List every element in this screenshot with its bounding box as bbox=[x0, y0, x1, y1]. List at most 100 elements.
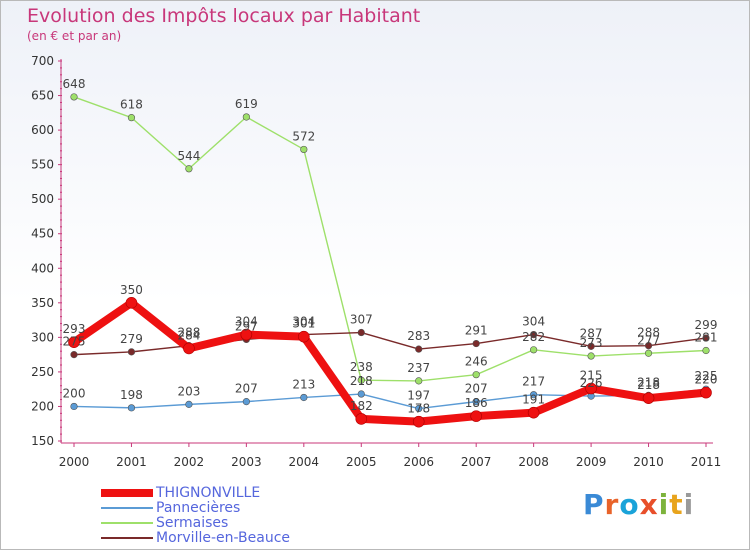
logo-letter: r bbox=[604, 488, 620, 521]
chart-title: Evolution des Impôts locaux par Habitant bbox=[27, 5, 421, 27]
series-sermaises bbox=[70, 93, 710, 385]
data-point bbox=[527, 406, 540, 419]
x-tick-label: 2011 bbox=[691, 455, 722, 469]
data-point bbox=[240, 328, 253, 341]
data-label: 304 bbox=[292, 315, 315, 329]
y-tick-label: 550 bbox=[31, 158, 54, 172]
data-point bbox=[298, 330, 310, 343]
data-label: 291 bbox=[465, 324, 488, 338]
data-point bbox=[415, 377, 423, 385]
data-point bbox=[587, 342, 595, 350]
data-label: 217 bbox=[522, 375, 545, 389]
chart-axes: 150 200 250 300 350 400 450 500 550 600 650 700 2000… bbox=[31, 54, 721, 469]
y-tick-label: 500 bbox=[31, 192, 54, 206]
series-line bbox=[73, 96, 707, 382]
data-label: 619 bbox=[235, 97, 258, 111]
data-label: 218 bbox=[637, 375, 660, 389]
y-tick-label: 450 bbox=[31, 227, 54, 241]
data-label: 246 bbox=[465, 355, 488, 369]
proxiti-logo: Proxiti bbox=[583, 488, 694, 521]
data-point bbox=[587, 352, 595, 360]
legend-label: Morville-en-Beauce bbox=[156, 529, 291, 546]
data-label: 288 bbox=[637, 326, 660, 340]
data-label: 220 bbox=[695, 373, 718, 387]
y-tick-label: 150 bbox=[31, 434, 54, 448]
data-labels-layer: 648 618 544 619 572 238 237 246 282 273 277 281 293 3… bbox=[63, 77, 718, 416]
series-line bbox=[73, 388, 707, 410]
data-label: 197 bbox=[407, 389, 430, 403]
x-tick-label: 2001 bbox=[116, 455, 147, 469]
data-point bbox=[127, 348, 136, 356]
chart-legend: THIGNONVILLE Pannecières Sermaises Morville… bbox=[101, 485, 291, 546]
data-label: 350 bbox=[120, 283, 143, 297]
data-point bbox=[300, 145, 308, 154]
data-label: 307 bbox=[350, 313, 373, 327]
y-tick-label: 600 bbox=[31, 123, 54, 137]
data-point bbox=[357, 390, 365, 398]
data-point bbox=[472, 339, 480, 348]
data-label: 237 bbox=[407, 361, 430, 375]
logo-letter: t bbox=[669, 488, 684, 521]
data-label: 281 bbox=[695, 330, 718, 344]
data-label: 648 bbox=[63, 77, 86, 91]
data-point bbox=[357, 328, 365, 337]
data-label: 282 bbox=[522, 330, 545, 344]
legend-item: Morville-en-Beauce bbox=[101, 529, 291, 546]
data-label: 218 bbox=[350, 374, 373, 388]
y-tick-label: 350 bbox=[31, 296, 54, 310]
y-tick-label: 700 bbox=[31, 54, 54, 68]
data-point bbox=[472, 398, 480, 406]
data-label: 198 bbox=[120, 388, 143, 402]
data-label: 238 bbox=[350, 360, 373, 374]
data-label: 215 bbox=[580, 368, 603, 382]
x-tick-label: 2004 bbox=[289, 455, 320, 469]
logo-letter: P bbox=[583, 488, 605, 521]
logo-letter: i bbox=[683, 488, 695, 521]
data-label: 283 bbox=[407, 329, 430, 343]
legend-swatch bbox=[101, 506, 153, 509]
data-label: 287 bbox=[580, 326, 603, 340]
data-point bbox=[127, 404, 136, 412]
data-label: 293 bbox=[63, 322, 86, 336]
data-point bbox=[68, 336, 80, 349]
x-tick-label: 2000 bbox=[59, 455, 90, 469]
data-label: 226 bbox=[580, 376, 603, 390]
data-point bbox=[530, 331, 538, 339]
series-thignonville bbox=[68, 297, 712, 428]
data-label: 301 bbox=[292, 317, 315, 331]
data-point bbox=[415, 404, 423, 413]
x-tick-label: 2002 bbox=[174, 455, 205, 469]
data-point bbox=[127, 114, 136, 122]
data-label: 218 bbox=[637, 378, 660, 392]
data-point bbox=[470, 410, 482, 422]
data-point bbox=[70, 402, 78, 411]
data-label: 288 bbox=[177, 326, 200, 340]
data-point bbox=[702, 334, 710, 342]
data-label: 186 bbox=[465, 396, 488, 410]
data-label: 191 bbox=[522, 393, 545, 407]
logo-letter: i bbox=[658, 488, 670, 521]
legend-swatch bbox=[101, 536, 153, 539]
x-tick-label: 2010 bbox=[633, 455, 664, 469]
series-line bbox=[73, 331, 707, 356]
y-tick-label: 200 bbox=[31, 399, 54, 413]
data-label: 273 bbox=[580, 336, 603, 350]
data-label: 544 bbox=[177, 149, 200, 163]
y-tick-label: 650 bbox=[31, 89, 54, 103]
y-tick-label: 250 bbox=[31, 365, 54, 379]
data-label: 178 bbox=[407, 402, 430, 416]
legend-item: THIGNONVILLE bbox=[101, 485, 290, 501]
data-point bbox=[415, 345, 423, 353]
data-point bbox=[644, 349, 653, 357]
data-point bbox=[355, 413, 368, 425]
data-point bbox=[300, 393, 308, 402]
data-point bbox=[242, 113, 250, 121]
data-label: 618 bbox=[120, 98, 143, 112]
legend-item: Pannecières bbox=[101, 499, 290, 516]
data-label: 225 bbox=[695, 369, 718, 383]
data-label: 207 bbox=[465, 382, 488, 396]
x-tick-label: 2008 bbox=[518, 455, 549, 469]
legend-label: Pannecières bbox=[156, 499, 241, 516]
data-point bbox=[472, 371, 480, 379]
legend-label: Sermaises bbox=[156, 514, 229, 531]
